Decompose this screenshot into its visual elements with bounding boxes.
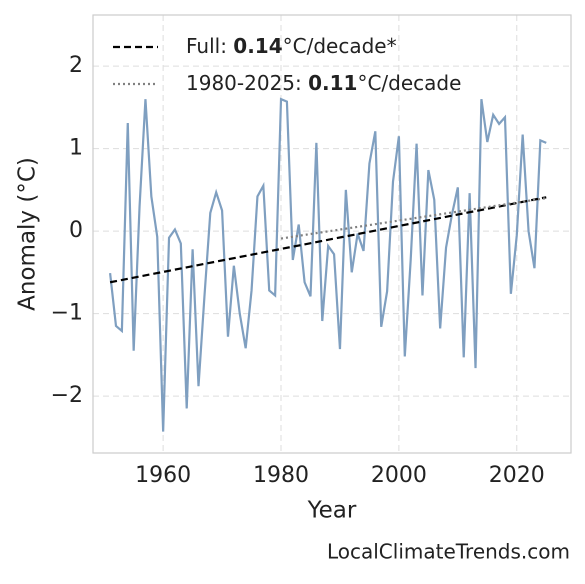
y-tick-label: 1	[69, 136, 83, 161]
legend-slope: 0.14	[233, 34, 282, 58]
data-line	[108, 97, 547, 432]
legend-slope: 0.11	[308, 71, 357, 95]
legend-prefix: 1980-2025:	[186, 71, 308, 95]
x-tick-label: 1980	[253, 463, 309, 488]
y-tick-label: 0	[69, 218, 83, 243]
legend-prefix: Full:	[186, 34, 233, 58]
legend-label: 1980-2025: 0.11°C/decade	[186, 71, 461, 95]
legend-label: Full: 0.14°C/decade*	[186, 34, 397, 58]
trend-line	[109, 196, 547, 284]
legend-suffix: °C/decade	[357, 71, 461, 95]
x-axis-label: Year	[307, 498, 357, 524]
source: LocalClimateTrends.com	[327, 540, 570, 564]
y-tick-label: −1	[51, 301, 83, 326]
y-tick-label: −2	[51, 383, 83, 408]
plot-frame	[92, 14, 572, 454]
legend-suffix: °C/decade*	[283, 34, 397, 58]
y-axis-label: Anomaly (°C)	[15, 157, 41, 311]
y-tick-label: 2	[69, 53, 83, 78]
x-tick-label: 2020	[489, 463, 545, 488]
x-tick-label: 1960	[135, 463, 191, 488]
x-tick-label: 2000	[371, 463, 427, 488]
